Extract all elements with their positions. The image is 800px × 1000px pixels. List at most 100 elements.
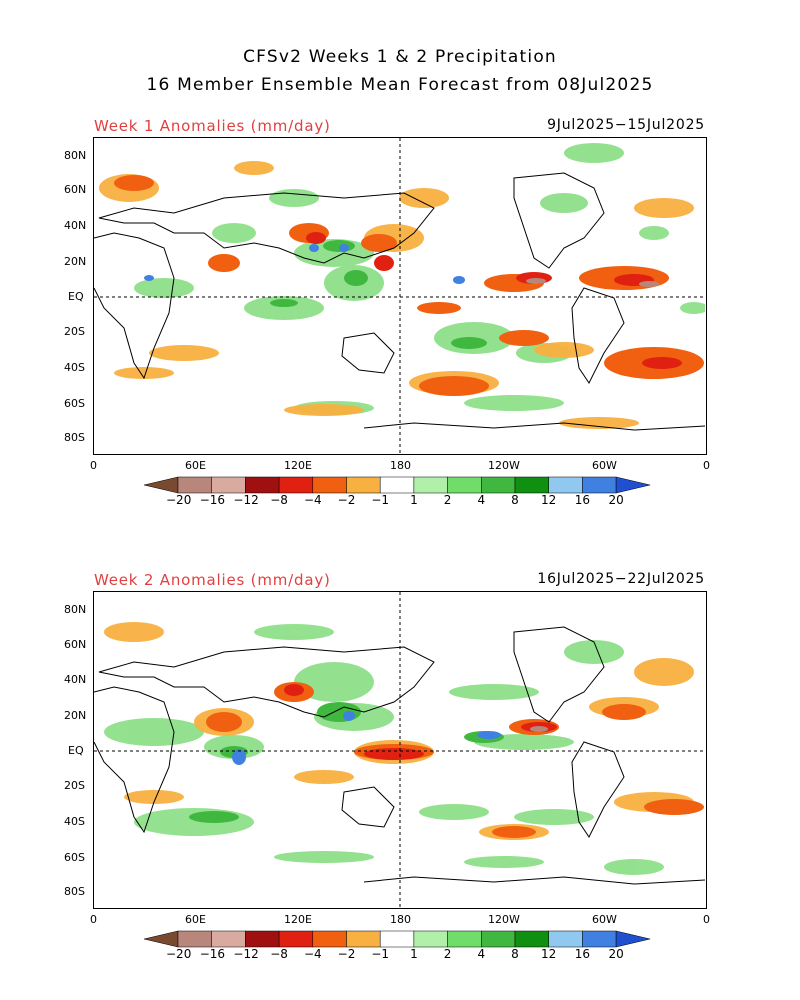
week2-colorbar-bin-3 (245, 930, 280, 948)
week1-colorbar-bin-13 (582, 476, 617, 494)
week2-map-svg (94, 592, 705, 907)
week1-dry-mid (114, 175, 704, 396)
week1-colorbar-label-12: 16 (574, 493, 591, 507)
week1-label: Week 1 Anomalies (mm/day) (94, 117, 331, 135)
week1-lat-60s: 60S (64, 397, 85, 410)
week2-colorbar-label-3: −8 (270, 947, 288, 961)
week2-colorbar-label-9: 4 (477, 947, 486, 961)
title-line-2: 16 Member Ensemble Mean Forecast from 08… (146, 75, 654, 95)
week2-colorbar-bin-8 (413, 930, 448, 948)
week1-colorbar-bin-0 (144, 476, 179, 494)
week2-lat-60n: 60N (64, 638, 87, 651)
week1-colorbar-label-11: 12 (541, 493, 557, 507)
week2-colorbar-bin-2 (211, 930, 246, 948)
week1-map-svg (94, 138, 705, 453)
week2-colorbar-bin-4 (278, 930, 314, 948)
week1-lon-120w: 120W (488, 459, 520, 472)
week2-colorbar-label-13: 20 (608, 947, 624, 961)
week1-coastlines (94, 172, 705, 431)
week1-lat-80s: 80S (64, 431, 85, 444)
week1-colorbar-label-4: −4 (303, 493, 322, 507)
week2-colorbar-bin-5 (312, 930, 347, 948)
week2-colorbar-label-2: −12 (233, 947, 259, 961)
week2-colorbar-bin-6 (346, 930, 381, 948)
week2-coastlines (94, 626, 705, 885)
week1-colorbar-bin-6 (346, 476, 381, 494)
week2-colorbar-label-10: 8 (511, 947, 519, 961)
week2-lon-0: 0 (90, 913, 97, 926)
week1-lon-0-end: 0 (703, 459, 710, 472)
week2-colorbar-bin-13 (582, 930, 617, 948)
week1-colorbar-label-13: 20 (608, 493, 624, 507)
week2-lon-60w: 60W (592, 913, 617, 926)
week1-lat-20n: 20N (64, 255, 87, 268)
week1-lat-eq: EQ (68, 290, 84, 303)
week2-dates: 16Jul2025−22Jul2025 (537, 571, 705, 587)
week2-lat-20s: 20S (64, 779, 85, 792)
week1-colorbar-label-1: −16 (199, 493, 226, 507)
week1-colorbar-bin-11 (514, 476, 549, 494)
week2-colorbar-bin-9 (447, 930, 482, 948)
week1-colorbar-bin-9 (447, 476, 482, 494)
week1-colorbar-bin-1 (177, 476, 212, 494)
week2-lat-60s: 60S (64, 851, 85, 864)
week2-colorbar-label-1: −16 (199, 947, 226, 961)
week2-colorbar-bin-12 (548, 930, 583, 948)
week1-colorbar-bin-7 (379, 476, 415, 494)
week2-lat-eq: EQ (68, 744, 84, 757)
week1-colorbar-bin-10 (481, 476, 516, 494)
week1-heavy-wet (144, 244, 465, 284)
week1-lat-60n: 60N (64, 183, 87, 196)
week2-lat-40s: 40S (64, 815, 85, 828)
week1-colorbar-bin-14 (615, 476, 651, 494)
week1-lon-180: 180 (390, 459, 411, 472)
week2-colorbar-bin-1 (177, 930, 212, 948)
week1-colorbar-bin-5 (312, 476, 347, 494)
week1-colorbar-segments (144, 476, 651, 494)
week1-dates: 9Jul2025−15Jul2025 (547, 117, 705, 133)
week2-map (93, 591, 707, 909)
week2-colorbar-label-4: −4 (303, 947, 322, 961)
week2-colorbar-label-7: 1 (410, 947, 418, 961)
week1-colorbar-label-9: 4 (477, 493, 486, 507)
week1-colorbar-label-7: 1 (410, 493, 418, 507)
week1-colorbar-label-5: −2 (337, 493, 356, 507)
title-line-1: CFSv2 Weeks 1 & 2 Precipitation (243, 47, 557, 67)
week2-colorbar-label-6: −1 (371, 947, 390, 961)
week1-lat-40s: 40S (64, 361, 85, 374)
week2-lon-120w: 120W (488, 913, 520, 926)
week2-lat-40n: 40N (64, 673, 87, 686)
week2-colorbar-label-0: −20 (166, 947, 192, 961)
week2-lon-60e: 60E (185, 913, 206, 926)
week2-lon-180: 180 (390, 913, 411, 926)
week2-colorbar-bin-10 (481, 930, 516, 948)
week2-extreme-dry (530, 726, 548, 732)
week2-colorbar-bin-0 (144, 930, 179, 948)
week2-colorbar-label-5: −2 (337, 947, 356, 961)
week2-lat-80n: 80N (64, 603, 87, 616)
week2-lon-120e: 120E (284, 913, 312, 926)
week2-colorbar (144, 930, 651, 948)
week1-colorbar-labels: −20 −16 −12 −8 −4 −2 −1 1 2 4 8 12 16 20 (0, 493, 800, 509)
week1-map (93, 137, 707, 455)
week2-colorbar-segments (144, 930, 651, 948)
week2-colorbar-bin-14 (615, 930, 651, 948)
week1-colorbar-label-8: 2 (443, 493, 452, 507)
week1-colorbar-label-3: −8 (270, 493, 288, 507)
week1-colorbar-label-2: −12 (233, 493, 259, 507)
week2-colorbar-label-12: 16 (574, 947, 591, 961)
week2-lat-80s: 80S (64, 885, 85, 898)
week1-colorbar-bin-12 (548, 476, 583, 494)
week1-colorbar-label-10: 8 (511, 493, 519, 507)
week1-lat-40n: 40N (64, 219, 87, 232)
week1-lat-20s: 20S (64, 325, 85, 338)
week2-colorbar-label-8: 2 (443, 947, 452, 961)
week1-colorbar-label-6: −1 (371, 493, 390, 507)
week2-heavy-wet (232, 711, 501, 765)
week2-colorbar-bin-11 (514, 930, 549, 948)
week1-lon-60w: 60W (592, 459, 617, 472)
week2-label: Week 2 Anomalies (mm/day) (94, 571, 331, 589)
week1-colorbar-label-0: −20 (166, 493, 192, 507)
week1-colorbar-bin-2 (211, 476, 246, 494)
week2-colorbar-bin-7 (379, 930, 415, 948)
